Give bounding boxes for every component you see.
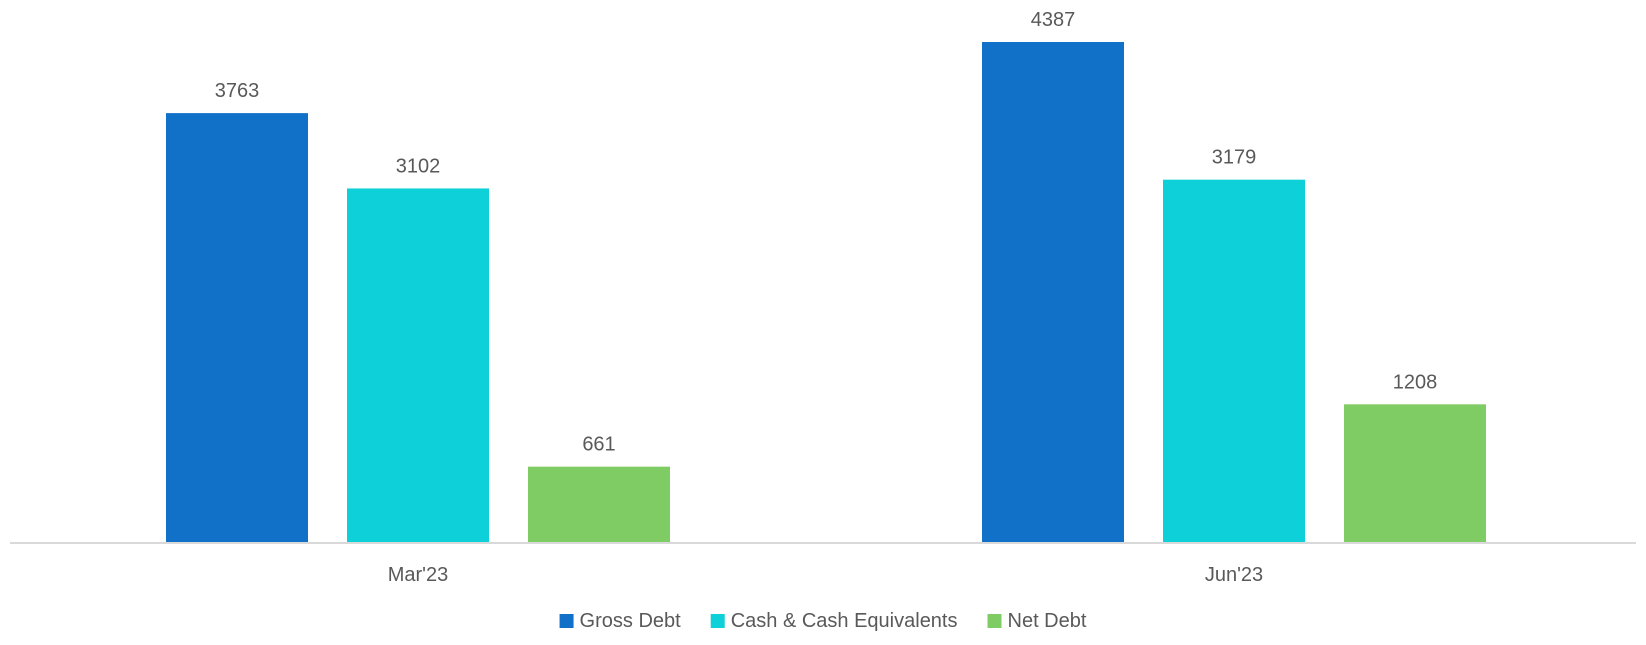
legend-item: Gross Debt — [559, 610, 682, 632]
data-label: 661 — [582, 434, 615, 456]
bar — [1163, 179, 1305, 542]
legend-swatch — [559, 614, 574, 628]
bars-group — [166, 42, 1486, 543]
legend-swatch — [987, 614, 1002, 628]
data-labels-group: 3763 3102 661 4387 3179 1208 — [215, 9, 1438, 456]
data-label: 1208 — [1393, 371, 1438, 393]
legend-label: Cash & Cash Equivalents — [731, 610, 958, 632]
legend-label: Gross Debt — [580, 610, 682, 632]
bar — [1344, 404, 1486, 542]
legend-swatch — [710, 614, 725, 628]
bar — [528, 466, 670, 542]
data-label: 4387 — [1031, 9, 1076, 31]
legend-item: Net Debt — [987, 610, 1087, 632]
bar — [982, 42, 1124, 542]
data-label: 3179 — [1212, 147, 1257, 169]
legend-label: Net Debt — [1008, 610, 1087, 632]
category-label: Jun'23 — [1205, 564, 1263, 586]
data-label: 3763 — [215, 80, 260, 102]
legend: Gross Debt Cash & Cash Equivalents Net Deb… — [559, 610, 1087, 632]
category-label: Mar'23 — [388, 564, 449, 586]
category-labels-group: Mar'23 Jun'23 — [388, 564, 1263, 586]
bar — [347, 188, 489, 542]
data-label: 3102 — [396, 155, 441, 177]
legend-item: Cash & Cash Equivalents — [710, 610, 958, 632]
bar — [166, 113, 308, 543]
